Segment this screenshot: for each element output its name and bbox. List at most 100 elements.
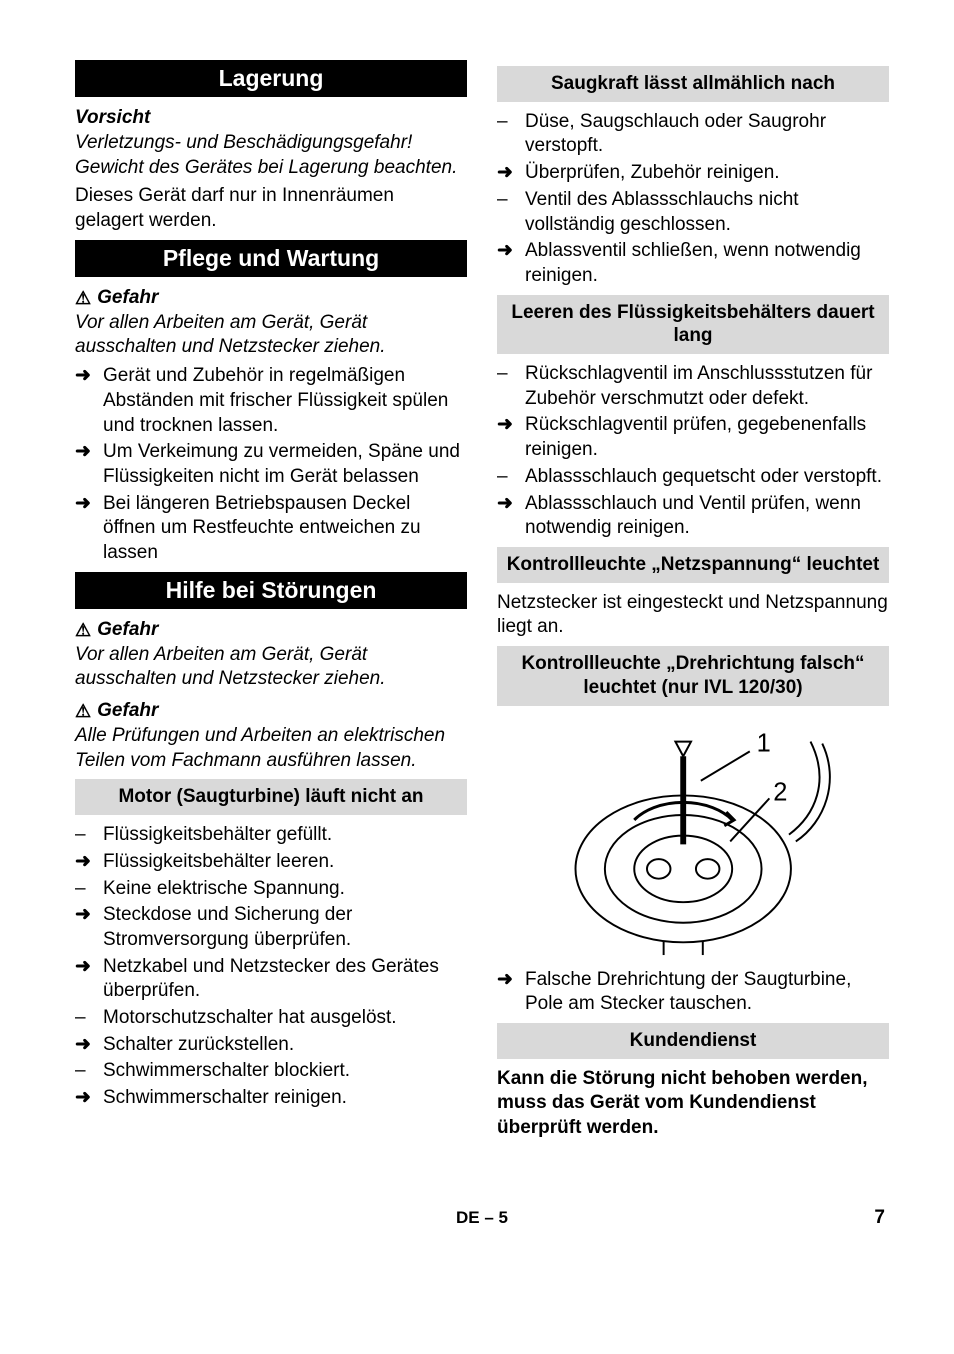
warning-icon: ⚠ (75, 702, 91, 720)
list-item-text: Ventil des Ablassschlauchs nicht vollstä… (525, 188, 889, 237)
subheading-saugkraft: Saugkraft lässt allmählich nach (497, 66, 889, 102)
danger-label-3: ⚠ Gefahr (75, 700, 467, 722)
list-item: –Motorschutzschalter hat ausgelöst. (75, 1006, 467, 1031)
list-item-text: Rückschlagventil prüfen, gegebenenfalls … (525, 413, 889, 462)
list-item: ➜Überprüfen, Zubehör reinigen. (497, 161, 889, 186)
right-column: Saugkraft lässt allmählich nach –Düse, S… (497, 60, 889, 1147)
list-item-text: Überprüfen, Zubehör reinigen. (525, 161, 889, 186)
footer-outer-page: 7 (845, 1207, 885, 1229)
dash-icon: – (75, 877, 103, 902)
danger-2-body: Vor allen Arbeiten am Gerät, Gerät aussc… (75, 643, 467, 692)
pflege-list: ➜Gerät und Zubehör in regelmäßigen Abstä… (75, 364, 467, 566)
danger-text: Gefahr (97, 287, 158, 309)
arrow-icon: ➜ (497, 968, 525, 1017)
dash-icon: – (497, 110, 525, 159)
list-item: ➜Gerät und Zubehör in regelmäßigen Abstä… (75, 364, 467, 438)
leeren-list: –Rückschlagventil im Anschlussstutzen fü… (497, 362, 889, 541)
list-item: –Rückschlagventil im Anschlussstutzen fü… (497, 362, 889, 411)
dash-icon: – (497, 188, 525, 237)
list-item: –Flüssigkeitsbehälter gefüllt. (75, 823, 467, 848)
drehrichtung-list: ➜Falsche Drehrichtung der Saugturbine, P… (497, 968, 889, 1017)
arrow-icon: ➜ (75, 1086, 103, 1111)
list-item-text: Steckdose und Sicherung der Stromversorg… (103, 903, 467, 952)
diagram-label-1: 1 (757, 729, 771, 757)
arrow-icon: ➜ (75, 440, 103, 489)
list-item: ➜Bei längeren Betriebspausen Deckel öffn… (75, 492, 467, 566)
left-column: Lagerung Vorsicht Verletzungs- und Besch… (75, 60, 467, 1147)
plug-diagram: 1 2 (497, 722, 889, 957)
list-item-text: Ablassschlauch und Ventil prüfen, wenn n… (525, 492, 889, 541)
list-item-text: Netzkabel und Netzstecker des Gerätes üb… (103, 955, 467, 1004)
list-item-text: Ablassventil schließen, wenn notwendig r… (525, 239, 889, 288)
arrow-icon: ➜ (497, 492, 525, 541)
arrow-icon: ➜ (75, 850, 103, 875)
arrow-icon: ➜ (75, 955, 103, 1004)
motor-list: –Flüssigkeitsbehälter gefüllt.➜Flüssigke… (75, 823, 467, 1111)
arrow-icon: ➜ (75, 364, 103, 438)
list-item: –Ventil des Ablassschlauchs nicht vollst… (497, 188, 889, 237)
arrow-icon: ➜ (497, 161, 525, 186)
caution-label: Vorsicht (75, 107, 467, 129)
subheading-leeren: Leeren des Flüssigkeitsbehälters dauert … (497, 295, 889, 355)
list-item: –Ablassschlauch gequetscht oder verstopf… (497, 465, 889, 490)
danger-text: Gefahr (97, 700, 158, 722)
danger-label-1: ⚠ Gefahr (75, 287, 467, 309)
footer-sep: – (484, 1208, 493, 1227)
dash-icon: – (497, 362, 525, 411)
subheading-motor: Motor (Saugturbine) läuft nicht an (75, 779, 467, 815)
two-column-layout: Lagerung Vorsicht Verletzungs- und Besch… (75, 60, 889, 1147)
footer-lang: DE (456, 1208, 480, 1227)
footer-center: DE – 5 (119, 1208, 845, 1228)
list-item: ➜Steckdose und Sicherung der Stromversor… (75, 903, 467, 952)
warning-icon: ⚠ (75, 289, 91, 307)
arrow-icon: ➜ (497, 239, 525, 288)
dash-icon: – (75, 1006, 103, 1031)
list-item-text: Keine elektrische Spannung. (103, 877, 467, 902)
danger-3-body: Alle Prüfungen und Arbeiten an elektrisc… (75, 724, 467, 773)
list-item-text: Flüssigkeitsbehälter leeren. (103, 850, 467, 875)
list-item-text: Flüssigkeitsbehälter gefüllt. (103, 823, 467, 848)
kundendienst-body: Kann die Störung nicht behoben werden, m… (497, 1067, 889, 1141)
list-item: –Düse, Saugschlauch oder Saugrohr versto… (497, 110, 889, 159)
list-item-text: Schwimmerschalter reinigen. (103, 1086, 467, 1111)
netzspannung-body: Netzstecker ist eingesteckt und Netzspan… (497, 591, 889, 640)
saugkraft-list: –Düse, Saugschlauch oder Saugrohr versto… (497, 110, 889, 289)
list-item-text: Um Verkeimung zu vermeiden, Späne und Fl… (103, 440, 467, 489)
list-item: ➜Ablassschlauch und Ventil prüfen, wenn … (497, 492, 889, 541)
diagram-label-2: 2 (773, 778, 787, 806)
heading-hilfe: Hilfe bei Störungen (75, 572, 467, 609)
list-item: ➜Schalter zurückstellen. (75, 1033, 467, 1058)
list-item-text: Schwimmerschalter blockiert. (103, 1059, 467, 1084)
footer-inner-page: 5 (499, 1208, 508, 1227)
danger-text: Gefahr (97, 619, 158, 641)
page: Lagerung Vorsicht Verletzungs- und Besch… (0, 0, 954, 1269)
page-footer: DE – 5 7 (75, 1207, 889, 1229)
arrow-icon: ➜ (75, 1033, 103, 1058)
arrow-icon: ➜ (497, 413, 525, 462)
indoor-storage-note: Dieses Gerät darf nur in Innenräumen gel… (75, 184, 467, 233)
list-item-text: Falsche Drehrichtung der Saugturbine, Po… (525, 968, 889, 1017)
heading-pflege: Pflege und Wartung (75, 240, 467, 277)
subheading-drehrichtung: Kontrollleuchte „Drehrichtung falsch“ le… (497, 646, 889, 706)
list-item: ➜Flüssigkeitsbehälter leeren. (75, 850, 467, 875)
heading-lagerung: Lagerung (75, 60, 467, 97)
subheading-netzspannung: Kontrollleuchte „Netzspannung“ leuchtet (497, 547, 889, 583)
list-item-text: Düse, Saugschlauch oder Saugrohr verstop… (525, 110, 889, 159)
list-item-text: Gerät und Zubehör in regelmäßigen Abstän… (103, 364, 467, 438)
list-item: ➜Falsche Drehrichtung der Saugturbine, P… (497, 968, 889, 1017)
list-item: –Schwimmerschalter blockiert. (75, 1059, 467, 1084)
list-item: ➜Netzkabel und Netzstecker des Gerätes ü… (75, 955, 467, 1004)
list-item-text: Rückschlagventil im Anschlussstutzen für… (525, 362, 889, 411)
dash-icon: – (75, 1059, 103, 1084)
caution-body: Verletzungs- und Beschädigungsgefahr! Ge… (75, 131, 467, 180)
arrow-icon: ➜ (75, 492, 103, 566)
list-item-text: Bei längeren Betriebspausen Deckel öffne… (103, 492, 467, 566)
list-item: ➜Ablassventil schließen, wenn notwendig … (497, 239, 889, 288)
subheading-kundendienst: Kundendienst (497, 1023, 889, 1059)
dash-icon: – (497, 465, 525, 490)
list-item: ➜Schwimmerschalter reinigen. (75, 1086, 467, 1111)
list-item: –Keine elektrische Spannung. (75, 877, 467, 902)
arrow-icon: ➜ (75, 903, 103, 952)
list-item-text: Schalter zurückstellen. (103, 1033, 467, 1058)
list-item-text: Motorschutzschalter hat ausgelöst. (103, 1006, 467, 1031)
